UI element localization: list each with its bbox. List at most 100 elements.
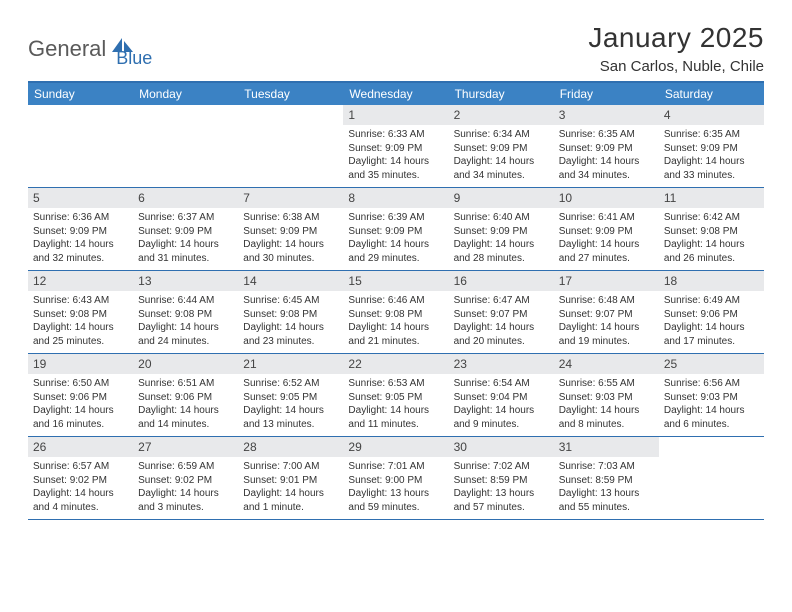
- sunrise-text: Sunrise: 6:59 AM: [138, 460, 233, 474]
- calendar-day: 15Sunrise: 6:46 AMSunset: 9:08 PMDayligh…: [343, 271, 448, 353]
- calendar-day: 17Sunrise: 6:48 AMSunset: 9:07 PMDayligh…: [554, 271, 659, 353]
- day-details: Sunrise: 7:02 AMSunset: 8:59 PMDaylight:…: [449, 457, 554, 518]
- calendar-day: 14Sunrise: 6:45 AMSunset: 9:08 PMDayligh…: [238, 271, 343, 353]
- day-details: Sunrise: 6:40 AMSunset: 9:09 PMDaylight:…: [449, 208, 554, 269]
- day-number: 22: [343, 354, 448, 374]
- daylight-text: Daylight: 14 hours and 8 minutes.: [559, 404, 654, 431]
- day-number: 21: [238, 354, 343, 374]
- calendar-day: [28, 105, 133, 187]
- sunrise-text: Sunrise: 7:03 AM: [559, 460, 654, 474]
- day-number: 19: [28, 354, 133, 374]
- day-number: 11: [659, 188, 764, 208]
- sunrise-text: Sunrise: 6:55 AM: [559, 377, 654, 391]
- calendar-day: 3Sunrise: 6:35 AMSunset: 9:09 PMDaylight…: [554, 105, 659, 187]
- sunrise-text: Sunrise: 6:44 AM: [138, 294, 233, 308]
- calendar-day: 18Sunrise: 6:49 AMSunset: 9:06 PMDayligh…: [659, 271, 764, 353]
- calendar-day: [133, 105, 238, 187]
- sunset-text: Sunset: 9:03 PM: [559, 391, 654, 405]
- sunset-text: Sunset: 9:09 PM: [33, 225, 128, 239]
- header: General Blue January 2025 San Carlos, Nu…: [28, 22, 764, 75]
- calendar-day: 30Sunrise: 7:02 AMSunset: 8:59 PMDayligh…: [449, 437, 554, 519]
- sunrise-text: Sunrise: 6:53 AM: [348, 377, 443, 391]
- day-number: 5: [28, 188, 133, 208]
- sunrise-text: Sunrise: 6:52 AM: [243, 377, 338, 391]
- day-number: 12: [28, 271, 133, 291]
- sunset-text: Sunset: 9:09 PM: [243, 225, 338, 239]
- calendar-day: 5Sunrise: 6:36 AMSunset: 9:09 PMDaylight…: [28, 188, 133, 270]
- daylight-text: Daylight: 14 hours and 28 minutes.: [454, 238, 549, 265]
- day-number: 31: [554, 437, 659, 457]
- day-number: 7: [238, 188, 343, 208]
- day-details: Sunrise: 6:50 AMSunset: 9:06 PMDaylight:…: [28, 374, 133, 435]
- day-number: 16: [449, 271, 554, 291]
- calendar-day: [659, 437, 764, 519]
- day-details: Sunrise: 6:52 AMSunset: 9:05 PMDaylight:…: [238, 374, 343, 435]
- daylight-text: Daylight: 14 hours and 30 minutes.: [243, 238, 338, 265]
- day-details: Sunrise: 6:34 AMSunset: 9:09 PMDaylight:…: [449, 125, 554, 186]
- weekday-header: Sunday: [28, 83, 133, 105]
- day-details: Sunrise: 6:38 AMSunset: 9:09 PMDaylight:…: [238, 208, 343, 269]
- daylight-text: Daylight: 14 hours and 33 minutes.: [664, 155, 759, 182]
- sunset-text: Sunset: 9:02 PM: [138, 474, 233, 488]
- calendar-day: 6Sunrise: 6:37 AMSunset: 9:09 PMDaylight…: [133, 188, 238, 270]
- day-details: Sunrise: 6:49 AMSunset: 9:06 PMDaylight:…: [659, 291, 764, 352]
- calendar: Sunday Monday Tuesday Wednesday Thursday…: [28, 81, 764, 520]
- sunset-text: Sunset: 9:08 PM: [664, 225, 759, 239]
- daylight-text: Daylight: 14 hours and 21 minutes.: [348, 321, 443, 348]
- sunset-text: Sunset: 9:09 PM: [559, 225, 654, 239]
- day-number: 30: [449, 437, 554, 457]
- day-number: 24: [554, 354, 659, 374]
- sunset-text: Sunset: 9:00 PM: [348, 474, 443, 488]
- day-number: 28: [238, 437, 343, 457]
- day-number: 14: [238, 271, 343, 291]
- daylight-text: Daylight: 14 hours and 9 minutes.: [454, 404, 549, 431]
- sunset-text: Sunset: 9:04 PM: [454, 391, 549, 405]
- calendar-day: 12Sunrise: 6:43 AMSunset: 9:08 PMDayligh…: [28, 271, 133, 353]
- sunrise-text: Sunrise: 6:39 AM: [348, 211, 443, 225]
- day-details: Sunrise: 6:51 AMSunset: 9:06 PMDaylight:…: [133, 374, 238, 435]
- day-number: 27: [133, 437, 238, 457]
- calendar-week: 12Sunrise: 6:43 AMSunset: 9:08 PMDayligh…: [28, 271, 764, 354]
- daylight-text: Daylight: 14 hours and 24 minutes.: [138, 321, 233, 348]
- daylight-text: Daylight: 14 hours and 20 minutes.: [454, 321, 549, 348]
- calendar-week: 26Sunrise: 6:57 AMSunset: 9:02 PMDayligh…: [28, 437, 764, 520]
- calendar-day: 20Sunrise: 6:51 AMSunset: 9:06 PMDayligh…: [133, 354, 238, 436]
- sunset-text: Sunset: 9:06 PM: [33, 391, 128, 405]
- calendar-day: 21Sunrise: 6:52 AMSunset: 9:05 PMDayligh…: [238, 354, 343, 436]
- sunrise-text: Sunrise: 7:02 AM: [454, 460, 549, 474]
- day-details: Sunrise: 6:54 AMSunset: 9:04 PMDaylight:…: [449, 374, 554, 435]
- location: San Carlos, Nuble, Chile: [588, 58, 764, 75]
- calendar-day: 4Sunrise: 6:35 AMSunset: 9:09 PMDaylight…: [659, 105, 764, 187]
- day-details: Sunrise: 7:01 AMSunset: 9:00 PMDaylight:…: [343, 457, 448, 518]
- sunset-text: Sunset: 9:08 PM: [243, 308, 338, 322]
- sunrise-text: Sunrise: 6:51 AM: [138, 377, 233, 391]
- calendar-week: 5Sunrise: 6:36 AMSunset: 9:09 PMDaylight…: [28, 188, 764, 271]
- sunset-text: Sunset: 9:09 PM: [348, 225, 443, 239]
- sunrise-text: Sunrise: 6:33 AM: [348, 128, 443, 142]
- day-number: 29: [343, 437, 448, 457]
- day-details: Sunrise: 6:33 AMSunset: 9:09 PMDaylight:…: [343, 125, 448, 186]
- day-details: Sunrise: 6:57 AMSunset: 9:02 PMDaylight:…: [28, 457, 133, 518]
- day-details: Sunrise: 6:59 AMSunset: 9:02 PMDaylight:…: [133, 457, 238, 518]
- sunrise-text: Sunrise: 7:00 AM: [243, 460, 338, 474]
- sunrise-text: Sunrise: 6:56 AM: [664, 377, 759, 391]
- sunrise-text: Sunrise: 6:45 AM: [243, 294, 338, 308]
- weekday-header: Friday: [554, 83, 659, 105]
- sunrise-text: Sunrise: 6:41 AM: [559, 211, 654, 225]
- sunset-text: Sunset: 9:09 PM: [454, 225, 549, 239]
- day-details: Sunrise: 7:00 AMSunset: 9:01 PMDaylight:…: [238, 457, 343, 518]
- sunrise-text: Sunrise: 6:35 AM: [559, 128, 654, 142]
- day-details: Sunrise: 6:47 AMSunset: 9:07 PMDaylight:…: [449, 291, 554, 352]
- day-details: Sunrise: 6:37 AMSunset: 9:09 PMDaylight:…: [133, 208, 238, 269]
- day-number: 1: [343, 105, 448, 125]
- sunset-text: Sunset: 9:05 PM: [243, 391, 338, 405]
- day-details: Sunrise: 6:45 AMSunset: 9:08 PMDaylight:…: [238, 291, 343, 352]
- calendar-day: 23Sunrise: 6:54 AMSunset: 9:04 PMDayligh…: [449, 354, 554, 436]
- sunrise-text: Sunrise: 6:36 AM: [33, 211, 128, 225]
- sunrise-text: Sunrise: 7:01 AM: [348, 460, 443, 474]
- sunset-text: Sunset: 9:08 PM: [348, 308, 443, 322]
- calendar-day: 1Sunrise: 6:33 AMSunset: 9:09 PMDaylight…: [343, 105, 448, 187]
- calendar-day: 19Sunrise: 6:50 AMSunset: 9:06 PMDayligh…: [28, 354, 133, 436]
- weekday-header: Tuesday: [238, 83, 343, 105]
- logo: General Blue: [28, 28, 152, 69]
